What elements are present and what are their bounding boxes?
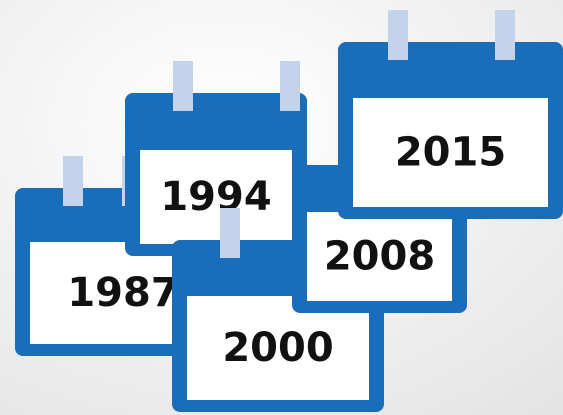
- year-label: 1987: [67, 270, 178, 316]
- calendar-ring: [220, 208, 240, 258]
- calendar-ring: [280, 61, 300, 111]
- year-label: 2008: [324, 234, 435, 280]
- calendar-ring: [388, 10, 408, 60]
- calendar-page: [140, 150, 292, 244]
- calendar-page: [187, 296, 369, 400]
- calendar-page: [30, 242, 172, 344]
- calendar: 1987: [15, 156, 187, 356]
- calendar-ring: [63, 156, 83, 206]
- calendar: 2015: [338, 10, 563, 219]
- year-label: 2015: [395, 130, 506, 176]
- year-label: 1994: [160, 174, 271, 220]
- calendars: 1987 1994 2000 2008 2015: [15, 10, 563, 412]
- calendar-ring: [495, 10, 515, 60]
- calendar-ring: [173, 61, 193, 111]
- year-label: 2000: [222, 325, 333, 371]
- calendar-page: [353, 98, 548, 207]
- calendar-page: [307, 212, 452, 301]
- calendar: 1994: [125, 61, 307, 256]
